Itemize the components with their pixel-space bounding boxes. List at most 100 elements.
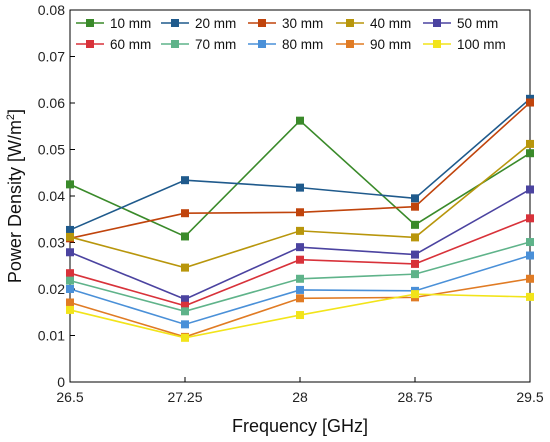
data-point-marker <box>296 294 304 303</box>
data-point-marker <box>66 298 74 307</box>
data-point-marker <box>526 274 534 283</box>
legend-marker <box>86 40 94 48</box>
data-point-marker <box>296 116 304 125</box>
data-point-marker <box>411 270 419 279</box>
data-point-marker <box>296 285 304 294</box>
data-point-marker <box>66 269 74 278</box>
data-point-marker <box>526 139 534 148</box>
legend-entry: 30 mm <box>248 16 323 31</box>
data-point-marker <box>411 259 419 268</box>
legend-entry: 10 mm <box>76 16 151 31</box>
y-tick-label: 0.04 <box>38 188 65 204</box>
legend-entry: 70 mm <box>161 37 236 52</box>
data-point-marker <box>181 263 189 272</box>
legend-label: 50 mm <box>457 16 498 31</box>
y-axis-title: Power Density [W/m2] <box>5 109 25 283</box>
data-point-marker <box>411 194 419 203</box>
data-point-marker <box>66 180 74 189</box>
data-point-marker <box>411 233 419 242</box>
y-axis-title-superscript: 2 <box>5 114 17 120</box>
legend: 10 mm 20 mm 30 mm 40 mm 50 mm 60 mm 70 mm 80 mm… <box>76 16 506 52</box>
data-point-marker <box>411 250 419 259</box>
data-point-marker <box>296 274 304 283</box>
data-point-marker <box>181 232 189 241</box>
data-point-marker <box>66 285 74 293</box>
legend-entry: 50 mm <box>423 16 498 31</box>
data-point-marker <box>296 311 304 320</box>
x-axis-title: Frequency [GHz] <box>232 416 368 436</box>
data-point-marker <box>66 232 74 241</box>
y-tick-label: 0.05 <box>38 142 65 158</box>
x-tick-label: 27.25 <box>167 389 202 405</box>
data-point-marker <box>296 243 304 252</box>
legend-label: 60 mm <box>110 37 151 52</box>
x-tick-label: 28.75 <box>397 389 432 405</box>
data-point-marker <box>526 149 534 158</box>
y-tick-label: 0.07 <box>38 49 65 65</box>
data-point-marker <box>411 202 419 211</box>
legend-label: 90 mm <box>370 37 411 52</box>
data-point-marker <box>526 214 534 223</box>
data-point-marker <box>526 292 534 301</box>
legend-label: 80 mm <box>282 37 323 52</box>
y-tick-label: 0.06 <box>38 95 65 111</box>
series-60-mm <box>66 214 534 310</box>
series-layer <box>66 94 534 342</box>
y-tick-label: 0.02 <box>38 281 65 297</box>
data-point-marker <box>66 248 74 257</box>
series-10-mm <box>66 116 534 241</box>
legend-entry: 80 mm <box>248 37 323 52</box>
y-tick-label: 0.08 <box>38 2 65 18</box>
data-point-marker <box>296 226 304 235</box>
legend-label: 20 mm <box>195 16 236 31</box>
legend-entry: 60 mm <box>76 37 151 52</box>
series-line <box>69 119 531 238</box>
legend-marker <box>258 19 266 27</box>
y-axis-ticks: 0 0.01 0.02 0.03 0.04 0.05 0.06 0.07 0.08 <box>38 2 75 390</box>
series-50-mm <box>66 185 534 304</box>
legend-label: 10 mm <box>110 16 151 31</box>
data-point-marker <box>296 255 304 264</box>
x-tick-label: 29.5 <box>516 389 543 405</box>
data-point-marker <box>296 183 304 192</box>
legend-label: 40 mm <box>370 16 411 31</box>
x-tick-label: 28 <box>292 389 308 405</box>
data-point-marker <box>526 251 534 260</box>
legend-marker <box>433 19 441 27</box>
data-point-marker <box>526 185 534 194</box>
series-70-mm <box>66 238 534 316</box>
data-point-marker <box>411 220 419 229</box>
data-point-marker <box>181 307 189 316</box>
y-tick-label: 0.01 <box>38 328 65 344</box>
data-point-marker <box>181 295 189 304</box>
data-point-marker <box>526 98 534 107</box>
legend-marker <box>171 40 179 48</box>
data-point-marker <box>66 225 74 234</box>
legend-marker <box>86 19 94 27</box>
data-point-marker <box>181 209 189 218</box>
y-tick-label: 0 <box>57 374 65 390</box>
data-point-marker <box>66 276 74 285</box>
y-axis-title-main: Power Density [W/m <box>5 120 25 283</box>
data-point-marker <box>296 208 304 217</box>
data-point-marker <box>181 320 189 329</box>
series-40-mm <box>66 139 534 272</box>
x-tick-label: 26.5 <box>56 389 83 405</box>
data-point-marker <box>181 176 189 185</box>
legend-entry: 20 mm <box>161 16 236 31</box>
legend-entry: 100 mm <box>423 37 506 52</box>
data-point-marker <box>411 290 419 299</box>
legend-marker <box>258 40 266 48</box>
legend-entry: 40 mm <box>336 16 411 31</box>
x-axis-ticks: 26.5 27.25 28 28.75 29.5 <box>56 377 544 405</box>
legend-marker <box>433 40 441 48</box>
legend-entry: 90 mm <box>336 37 411 52</box>
data-point-marker <box>181 333 189 342</box>
legend-label: 100 mm <box>457 37 506 52</box>
legend-label: 30 mm <box>282 16 323 31</box>
legend-marker <box>171 19 179 27</box>
data-point-marker <box>526 238 534 247</box>
legend-marker <box>346 19 354 27</box>
y-axis-title-end: ] <box>5 109 25 114</box>
